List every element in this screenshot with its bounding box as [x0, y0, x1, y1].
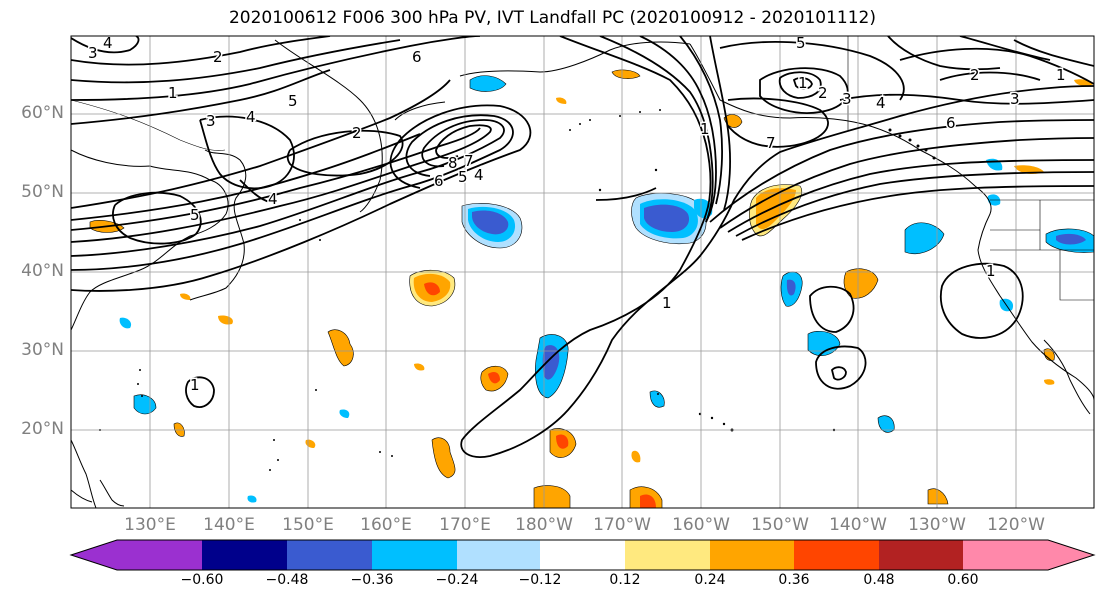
contour-label: 1 — [700, 120, 710, 138]
contour-label: 2 — [818, 84, 828, 102]
contour-label: 6 — [412, 48, 422, 66]
contour-label: 1 — [662, 294, 672, 312]
contour-label: 6 — [434, 172, 444, 190]
colorbar-segment — [117, 540, 202, 570]
contour-label: 4 — [246, 108, 256, 126]
colorbar-tick-label: 0.36 — [778, 572, 810, 588]
contour-label: 1 — [168, 84, 178, 102]
colorbar-extend-high — [1048, 540, 1094, 570]
contour-label: 6 — [946, 114, 956, 132]
contour-label: 4 — [103, 34, 113, 52]
contour-label: 3 — [88, 44, 98, 62]
longitude-label: 130°E — [124, 515, 176, 535]
colorbar-segment — [710, 540, 794, 570]
contour-label: 1 — [986, 262, 996, 280]
colorbar-tick-label: −0.48 — [265, 572, 309, 588]
latitude-label: 20°N — [21, 419, 64, 439]
colorbar — [69, 539, 1096, 571]
contour-label: 2 — [213, 48, 223, 66]
colorbar-segment — [457, 540, 540, 570]
island-markers — [99, 109, 936, 471]
contour-label: 5 — [796, 34, 806, 52]
colorbar-tick-label: 0.12 — [609, 572, 641, 588]
longitude-label: 140°W — [829, 515, 887, 535]
contour-label: 5 — [458, 168, 468, 186]
colorbar-segment — [963, 540, 1048, 570]
longitude-label: 160°W — [672, 515, 730, 535]
contour-label: 5 — [288, 92, 298, 110]
longitude-label: 160°E — [360, 515, 412, 535]
contour-label: 4 — [876, 94, 886, 112]
colorbar-tick-label: −0.36 — [350, 572, 394, 588]
longitude-label: 130°W — [908, 515, 966, 535]
longitude-label: 150°E — [282, 515, 334, 535]
contour-label: 1 — [798, 74, 808, 92]
contour-label: 3 — [1010, 90, 1020, 108]
colorbar-segment — [879, 540, 963, 570]
latitude-label: 60°N — [21, 103, 64, 123]
colorbar-segment — [625, 540, 710, 570]
contour-label: 5 — [190, 206, 200, 224]
longitude-label: 170°W — [593, 515, 651, 535]
positive-anomaly-shading — [89, 69, 1094, 508]
pv-contours — [71, 36, 1094, 458]
contour-label: 3 — [206, 112, 216, 130]
colorbar-tick-label: 0.24 — [694, 572, 726, 588]
colorbar-segment — [794, 540, 879, 570]
colorbar-segment — [372, 540, 457, 570]
contour-label: 8 — [448, 154, 458, 172]
longitude-label: 180°W — [515, 515, 573, 535]
contour-label: 2 — [970, 66, 980, 84]
latitude-label: 30°N — [21, 340, 64, 360]
longitude-label: 150°W — [751, 515, 809, 535]
colorbar-tick-label: −0.24 — [435, 572, 479, 588]
colorbar-extend-low — [71, 540, 117, 570]
longitude-label: 120°W — [987, 515, 1045, 535]
contour-label: 7 — [766, 134, 776, 152]
contour-label: 1 — [190, 376, 200, 394]
colorbar-outline — [69, 539, 1096, 571]
contour-label: 4 — [268, 190, 278, 208]
contour-label: 7 — [464, 152, 474, 170]
contour-labels: 3 4 2 1 5 4 3 6 2 6 8 7 5 4 5 4 5 1 2 3 … — [87, 34, 1068, 396]
contour-label: 2 — [352, 124, 362, 142]
contour-label: 1 — [1056, 66, 1066, 84]
map-frame — [70, 35, 1095, 509]
longitude-label: 170°E — [439, 515, 491, 535]
contour-label: 4 — [474, 166, 484, 184]
colorbar-tick-label: −0.12 — [518, 572, 562, 588]
latitude-label: 40°N — [21, 261, 64, 281]
contour-label: 3 — [842, 90, 852, 108]
colorbar-tick-label: −0.60 — [180, 572, 224, 588]
longitude-label: 140°E — [203, 515, 255, 535]
colorbar-tick-label: 0.48 — [863, 572, 895, 588]
colorbar-tick-label: 0.60 — [947, 572, 979, 588]
colorbar-segment — [540, 540, 625, 570]
colorbar-segment — [287, 540, 372, 570]
latitude-label: 50°N — [21, 182, 64, 202]
colorbar-segment — [202, 540, 287, 570]
plot-title: 2020100612 F006 300 hPa PV, IVT Landfall… — [228, 8, 876, 28]
